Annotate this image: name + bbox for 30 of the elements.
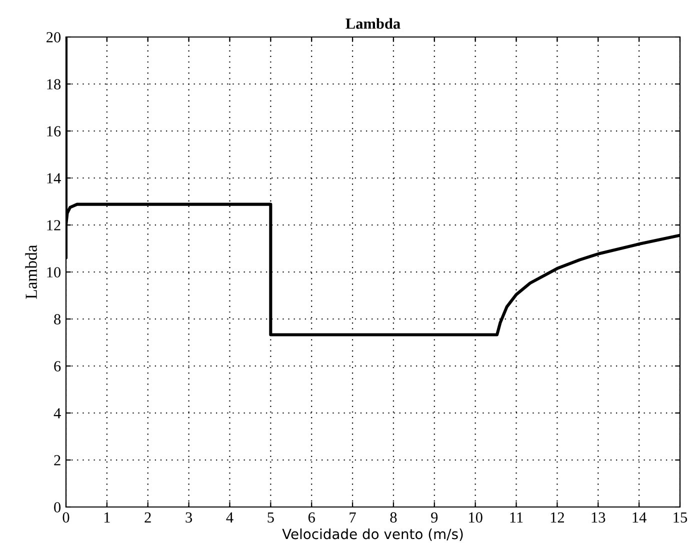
x-tick-label: 2: [144, 512, 151, 522]
y-tick-label: 18: [47, 79, 61, 90]
y-tick-label: 10: [47, 267, 61, 278]
y-tick-label: 16: [47, 126, 61, 136]
x-tick-label: 10: [469, 512, 482, 523]
x-tick-label: 15: [674, 512, 688, 523]
x-tick-label: 3: [186, 512, 192, 523]
x-tick-label: 7: [350, 512, 356, 522]
y-tick-label: 14: [47, 173, 61, 184]
x-tick-label: 13: [592, 512, 606, 523]
x-tick-label: 9: [431, 512, 438, 523]
x-tick-label: 11: [510, 512, 523, 522]
y-axis-title: Lambda: [25, 244, 37, 299]
x-tick-label: 12: [550, 512, 564, 522]
x-axis-title: Velocidade do vento (m/s): [282, 528, 463, 541]
y-tick-label: 12: [47, 220, 60, 230]
y-tick-label: 20: [46, 32, 61, 42]
x-tick-label: 0: [62, 512, 70, 523]
x-tick-label: 1: [104, 512, 110, 522]
y-tick-label: 8: [54, 314, 61, 324]
y-tick-label: 6: [54, 361, 61, 372]
chart-title: Lambda: [346, 18, 400, 29]
x-tick-label: 8: [390, 512, 397, 523]
y-tick-label: 0: [54, 502, 61, 512]
x-tick-label: 5: [268, 512, 274, 523]
x-tick-label: 4: [226, 512, 234, 522]
y-tick-label: 2: [54, 455, 60, 466]
x-tick-label: 14: [632, 512, 646, 522]
y-tick-label: 4: [54, 408, 61, 418]
x-tick-label: 6: [308, 512, 315, 523]
